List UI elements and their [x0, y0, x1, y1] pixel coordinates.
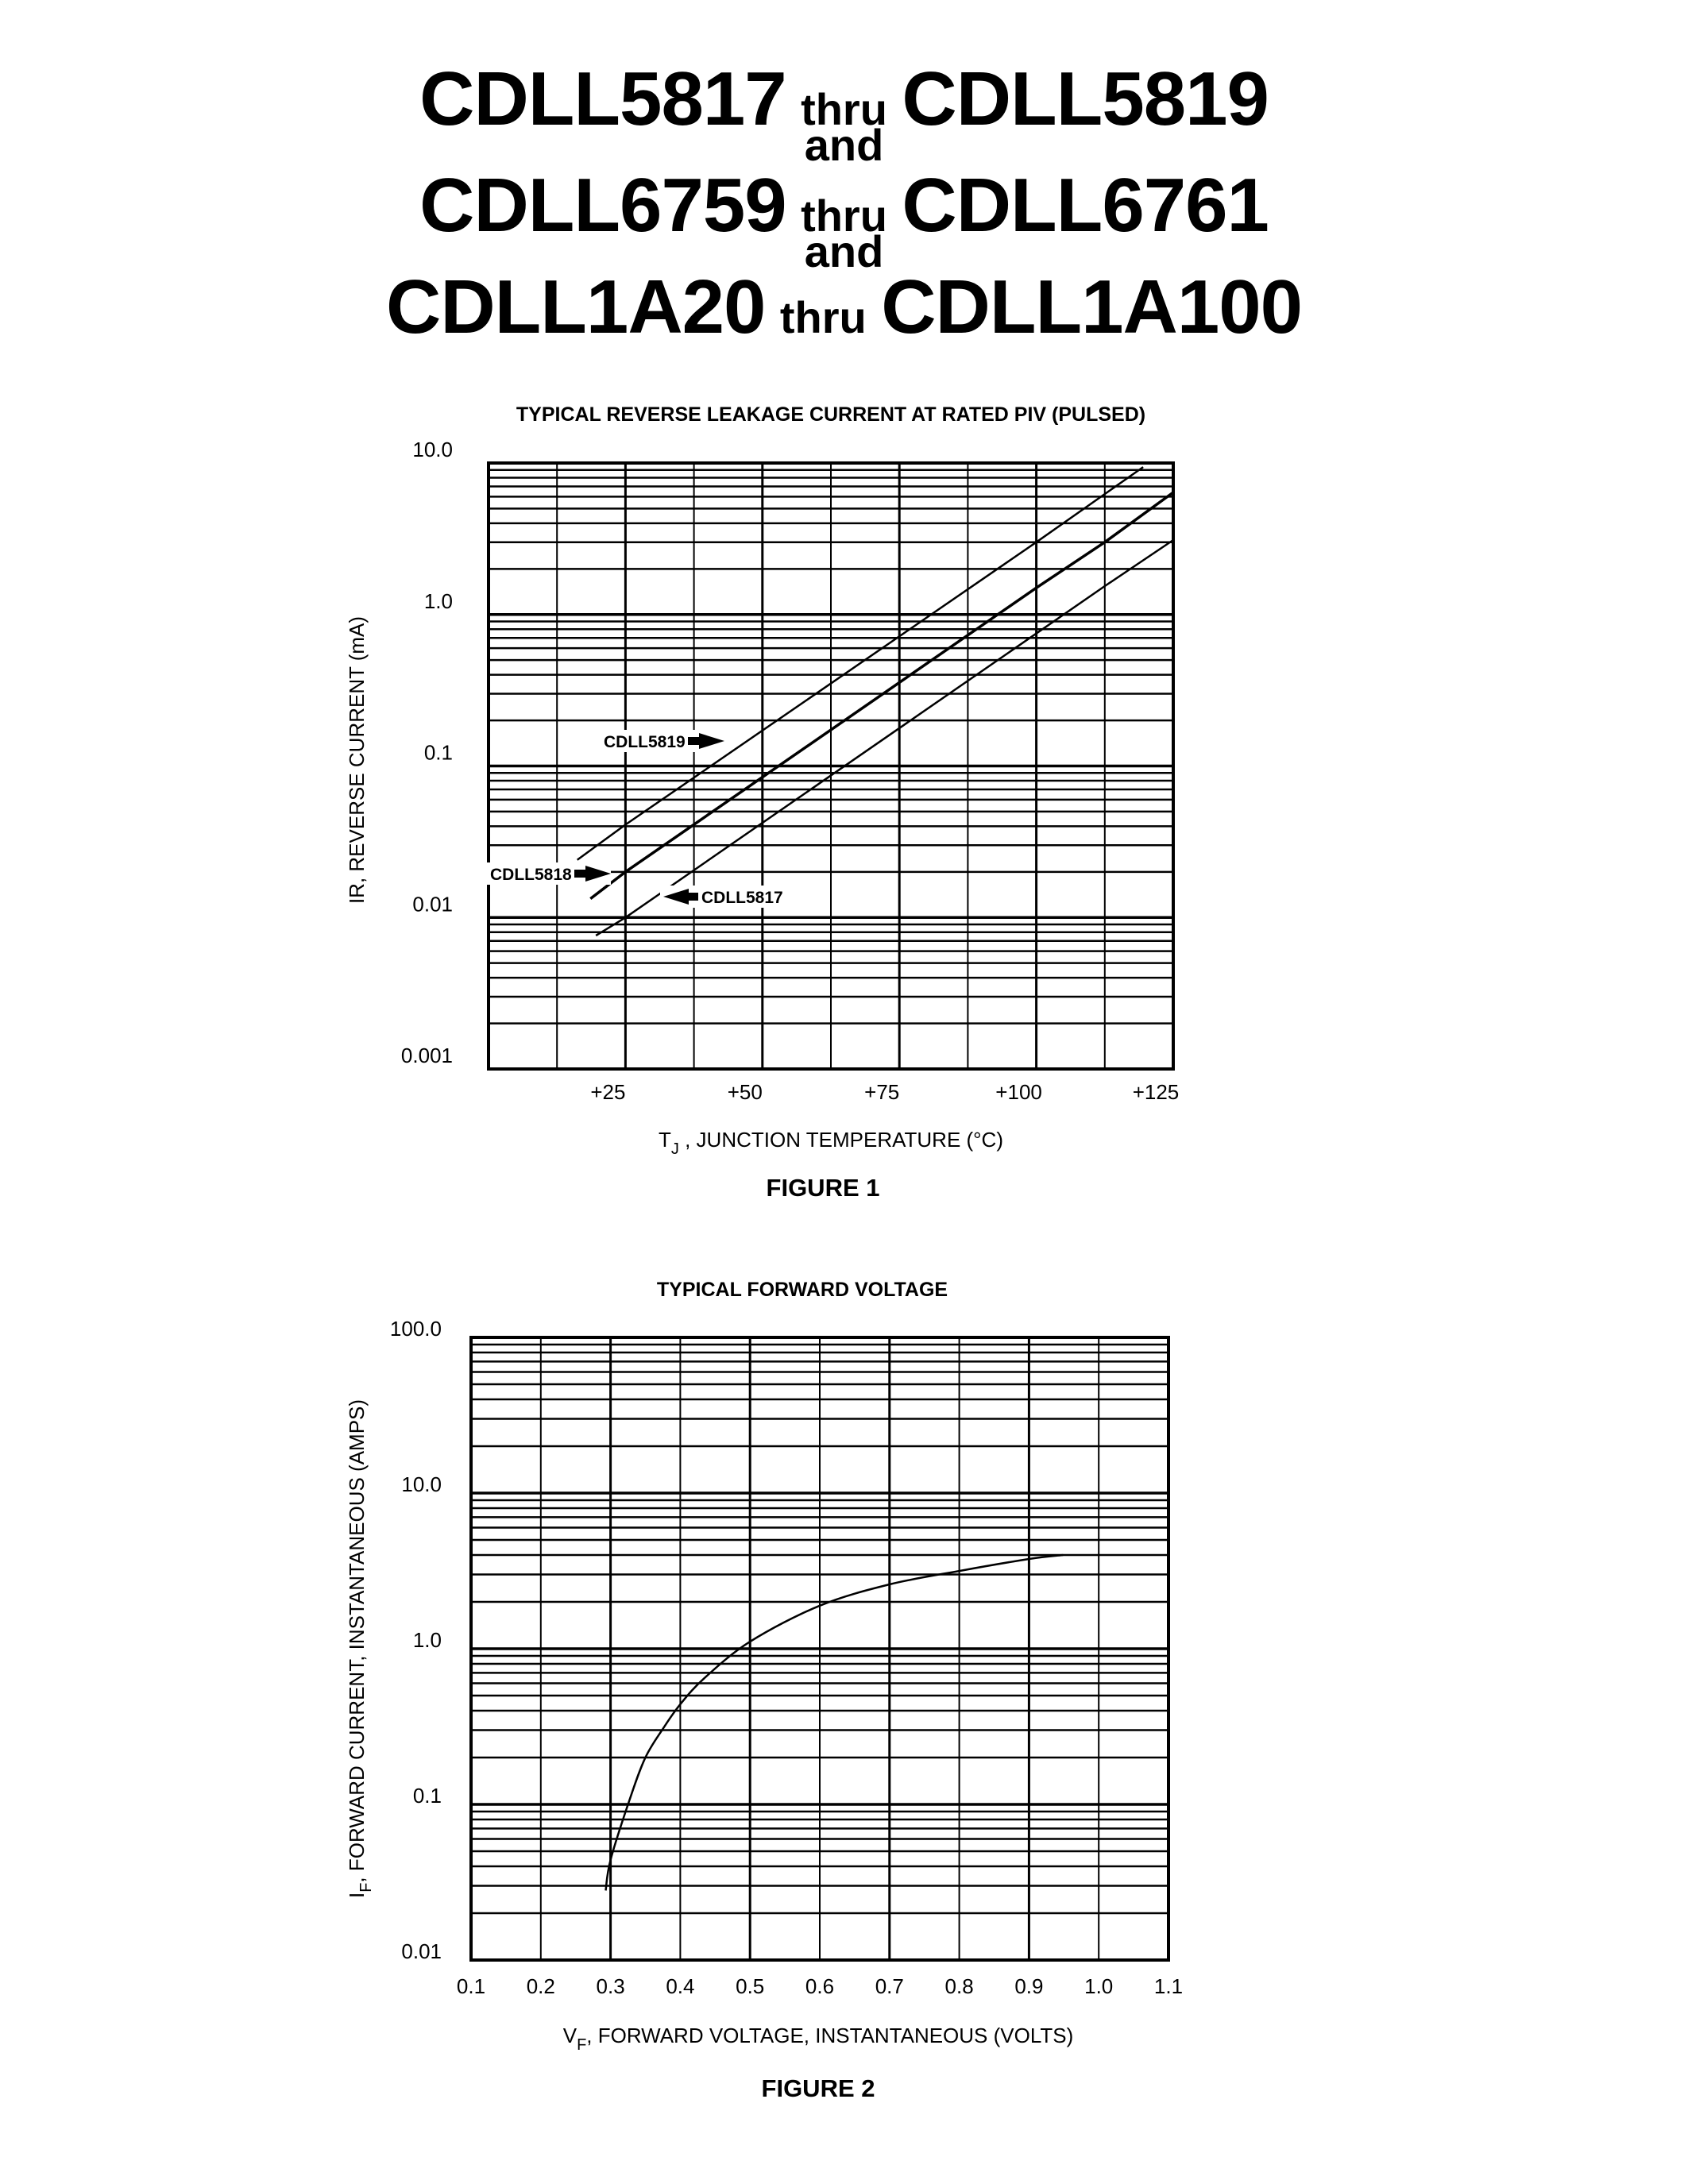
series-label: CDLL5819 [604, 733, 686, 751]
x-tick-label: +100 [995, 1080, 1042, 1104]
x-tick-labels: 0.1 0.2 0.3 0.4 0.5 0.6 0.7 0.8 0.9 1.0 1.1 [457, 1974, 1183, 1998]
x-tick-label: 0.6 [805, 1974, 834, 1998]
series-line-typical-forward-voltage [605, 1553, 1064, 1891]
plot-frame [487, 461, 1175, 1071]
x-tick-label: 0.1 [457, 1974, 485, 1998]
x-tick-label: +75 [864, 1080, 899, 1104]
title-connector-thru: thru [779, 292, 867, 342]
x-tick-label: 0.2 [527, 1974, 555, 1998]
y-tick-label: 10.0 [412, 438, 453, 461]
x-tick-label: 0.9 [1014, 1974, 1043, 1998]
title-part-start: CDLL6759 [419, 163, 786, 248]
y-tick-label: 0.01 [401, 1939, 442, 1963]
x-tick-label: 0.8 [945, 1974, 974, 1998]
series-annotations: CDLL5819 CDLL5818 CDLL5817 [487, 730, 783, 908]
y-tick-labels: 100.0 10.0 1.0 0.1 0.01 [390, 1317, 442, 1963]
x-tick-label: 0.5 [736, 1974, 764, 1998]
x-tick-label: 1.1 [1154, 1974, 1183, 1998]
title-connector-thru: thru [801, 84, 887, 134]
chart-grid [469, 1336, 1170, 1962]
arrow-left-icon [663, 889, 698, 905]
y-axis-label: IF, FORWARD CURRENT, INSTANTANEOUS (AMPS… [345, 1399, 375, 1898]
series-label: CDLL5817 [701, 889, 783, 907]
series-label: CDLL5818 [490, 866, 572, 884]
figure-label: FIGURE 1 [767, 1174, 880, 1202]
title-part-end: CDLL5819 [902, 56, 1269, 141]
figure-2-forward-voltage-chart: TYPICAL FORWARD VOLTAGE 100.010.01.00.10… [345, 1279, 1183, 2102]
chart-title: TYPICAL FORWARD VOLTAGE [657, 1279, 948, 1301]
series-callout-cdll5818: CDLL5818 [487, 862, 611, 885]
figure-label: FIGURE 2 [762, 2074, 875, 2102]
y-tick-label: 0.001 [401, 1044, 453, 1067]
y-tick-label: 1.0 [413, 1628, 442, 1652]
title-line-1: CDLL5817 thru CDLL5819 [0, 56, 1688, 143]
chart-title: TYPICAL REVERSE LEAKAGE CURRENT AT RATED… [516, 403, 1145, 426]
x-axis-label: VF, FORWARD VOLTAGE, INSTANTANEOUS (VOLT… [563, 2024, 1074, 2054]
series-line-cdll5817 [595, 538, 1174, 937]
x-tick-labels: +25 +50 +75 +100 +125 [590, 1080, 1179, 1104]
x-axis-label: TJ , JUNCTION TEMPERATURE (°C) [659, 1128, 1003, 1158]
x-tick-label: 0.3 [597, 1974, 625, 1998]
title-part-start: CDLL1A20 [385, 264, 766, 349]
title-part-end: CDLL1A100 [881, 264, 1303, 349]
title-line-2: CDLL6759 thru CDLL6761 [0, 162, 1688, 249]
title-part-start: CDLL5817 [419, 56, 786, 141]
title-and-1: and [804, 120, 884, 170]
chart-grid [487, 461, 1175, 1071]
title-line-3: CDLL1A20 thru CDLL1A100 [0, 264, 1688, 351]
arrow-right-icon [574, 866, 611, 882]
y-tick-label: 0.1 [424, 741, 453, 765]
series-callout-cdll5817: CDLL5817 [660, 886, 783, 908]
y-axis-label: IR, REVERSE CURRENT (mA) [345, 616, 369, 904]
y-tick-label: 10.0 [401, 1472, 442, 1496]
x-tick-label: +125 [1133, 1080, 1180, 1104]
x-tick-label: 0.7 [875, 1974, 904, 1998]
x-tick-label: 0.4 [666, 1974, 694, 1998]
title-and-2: and [804, 226, 884, 276]
arrow-right-icon [688, 733, 724, 749]
title-part-end: CDLL6761 [902, 163, 1269, 248]
series-callout-cdll5819: CDLL5819 [601, 730, 724, 752]
y-tick-label: 1.0 [424, 589, 453, 613]
y-tick-labels: 10.0 1.0 0.1 0.01 0.001 [401, 438, 453, 1067]
chart-curves [576, 466, 1175, 937]
chart-curves [605, 1553, 1064, 1891]
figure-1-reverse-leakage-chart: TYPICAL REVERSE LEAKAGE CURRENT AT RATED… [345, 403, 1179, 1202]
x-tick-label: +50 [728, 1080, 763, 1104]
x-tick-label: 1.0 [1084, 1974, 1113, 1998]
series-line-cdll5819 [576, 466, 1144, 861]
title-connector-thru: thru [801, 191, 887, 241]
y-tick-label: 0.1 [413, 1784, 442, 1808]
y-tick-label: 0.01 [412, 892, 453, 916]
x-tick-label: +25 [590, 1080, 625, 1104]
y-tick-label: 100.0 [390, 1317, 442, 1341]
plot-frame [469, 1336, 1170, 1962]
series-line-cdll5818 [589, 491, 1175, 900]
